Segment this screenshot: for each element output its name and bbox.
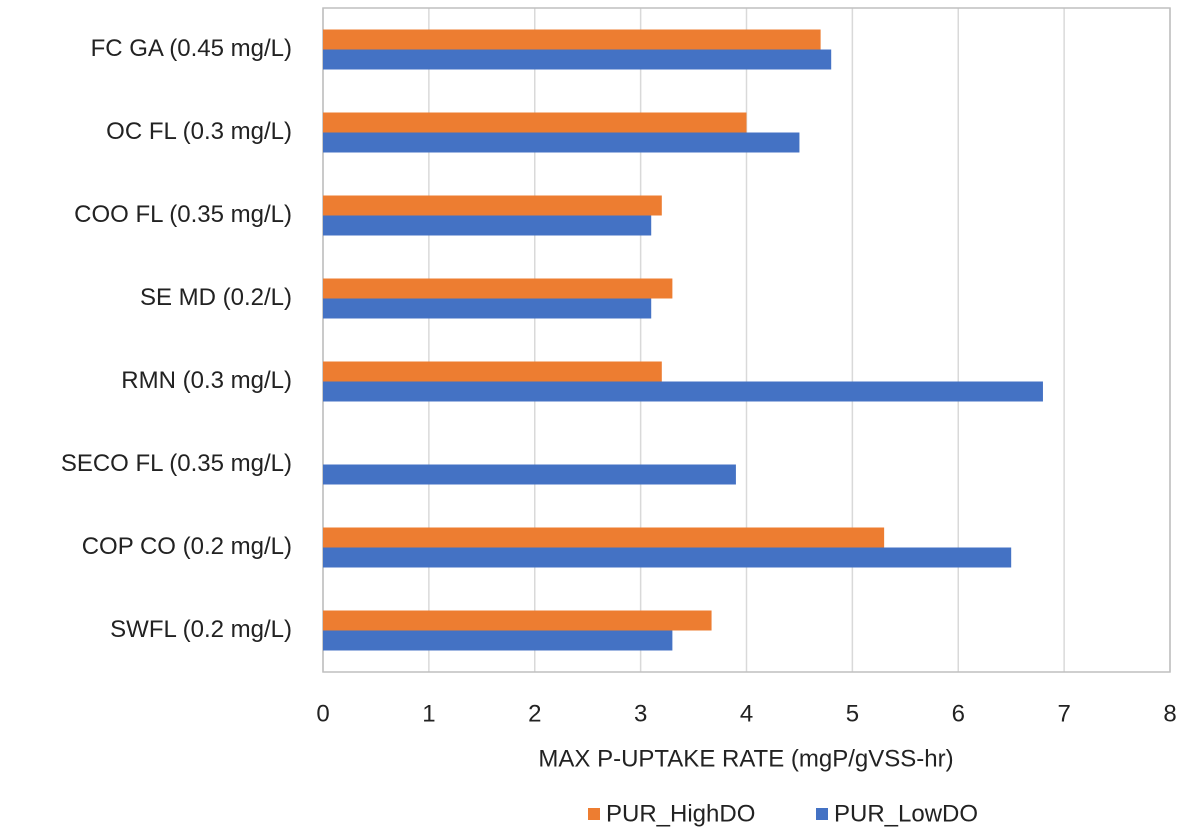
- x-tick-label: 1: [422, 700, 435, 727]
- legend-swatch: [588, 808, 600, 820]
- y-tick-label: SWFL (0.2 mg/L): [110, 616, 292, 643]
- y-tick-label: RMN (0.3 mg/L): [121, 367, 292, 394]
- bar: [323, 298, 652, 319]
- y-tick-label: COP CO (0.2 mg/L): [82, 533, 292, 560]
- bar: [323, 527, 885, 548]
- x-tick-label: 6: [952, 700, 965, 727]
- bar: [323, 278, 673, 299]
- bar: [323, 547, 1012, 568]
- bar: [323, 112, 747, 133]
- bar: [323, 381, 1043, 402]
- bar: [323, 464, 736, 485]
- legend-label: PUR_HighDO: [606, 800, 755, 827]
- y-tick-label: FC GA (0.45 mg/L): [91, 35, 292, 62]
- x-tick-label: 4: [740, 700, 753, 727]
- y-tick-label: OC FL (0.3 mg/L): [106, 118, 292, 145]
- x-tick-label: 3: [634, 700, 647, 727]
- x-tick-label: 0: [316, 700, 329, 727]
- y-tick-label: SE MD (0.2/L): [140, 284, 292, 311]
- x-tick-label: 8: [1163, 700, 1176, 727]
- bar: [323, 361, 662, 382]
- bar: [323, 215, 652, 236]
- legend-swatch: [816, 808, 828, 820]
- bar: [323, 610, 712, 631]
- bar: [323, 195, 662, 216]
- x-tick-label: 5: [846, 700, 859, 727]
- bar: [323, 630, 673, 651]
- legend-label: PUR_LowDO: [834, 800, 978, 827]
- x-tick-label: 2: [528, 700, 541, 727]
- x-axis-title: MAX P-UPTAKE RATE (mgP/gVSS-hr): [538, 745, 953, 772]
- bar: [323, 132, 800, 153]
- bar: [323, 49, 832, 70]
- plot-border: [322, 7, 1171, 673]
- y-tick-label: COO FL (0.35 mg/L): [74, 201, 292, 228]
- y-tick-label: SECO FL (0.35 mg/L): [61, 450, 292, 477]
- bar: [323, 29, 821, 50]
- x-tick-label: 7: [1057, 700, 1070, 727]
